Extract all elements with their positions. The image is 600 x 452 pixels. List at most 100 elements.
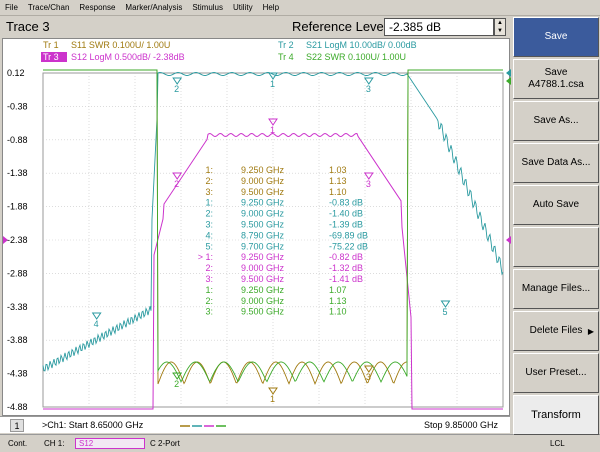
y-tick-label: -1.38 [7,168,28,178]
softkey-save-as[interactable]: Save As... [513,101,599,141]
menu-trace-chan[interactable]: Trace/Chan [27,2,70,12]
softkey-label: User Preset... [525,367,587,378]
marker-row-value: -1.41 dB [329,274,363,284]
marker-row-number: 1: [205,198,213,208]
reference-level-input[interactable]: -2.385 dB [384,18,494,36]
marker-row-number: 2: [205,176,213,186]
marker-row-frequency: 9.000 GHz [241,209,285,219]
marker-row-value: -75.22 dB [329,241,368,251]
marker-row-number: 2: [205,263,213,273]
menu-file[interactable]: File [5,2,18,12]
y-tick-label: -4.38 [7,369,28,379]
lcl-status: LCL [550,439,565,448]
softkey-manage-files[interactable]: Manage Files... [513,269,599,309]
spin-up-icon[interactable]: ▲ [497,20,503,26]
softkey-save[interactable]: Save [513,17,599,57]
marker-table: 1: 9.250 GHz 1.03 2: 9.000 GHz 1.13 3: 9.500 GH… [198,165,368,317]
spin-down-icon[interactable]: ▼ [497,28,503,34]
marker-icon [268,118,278,126]
marker-icon [172,77,183,85]
softkey-transform[interactable]: Transform [513,395,599,435]
softkey-label: Auto Save [532,199,580,210]
marker-row-value: -0.82 dB [329,252,363,262]
y-tick-label: -3.38 [7,302,28,312]
menu-stimulus[interactable]: Stimulus [192,2,224,12]
y-tick-label: -1.88 [7,202,28,212]
y-tick-label: -2.38 [7,235,28,245]
marker-number: 3 [366,372,371,382]
softkey-delete-files[interactable]: Delete Files ▶ [513,311,599,351]
y-tick-label: -4.88 [7,402,28,412]
trace-id-3: Tr 3 [43,52,59,62]
stop-frequency: Stop 9.85000 GHz [423,420,498,430]
cont-status: Cont. [8,439,28,448]
softkey-user-preset[interactable]: User Preset... [513,353,599,393]
marker-row-number: > 1: [198,252,213,262]
marker-icon [363,77,374,85]
y-tick-label: -0.88 [7,135,28,145]
series-s22-line [43,69,503,383]
menu-response[interactable]: Response [79,2,116,12]
channel-status-line: 1 >Ch1: Start 8.65000 GHz Stop 9.85000 G… [0,416,510,433]
marker-row-value: -1.39 dB [329,220,363,230]
softkey-sublabel: A4788.1.csa [528,79,584,90]
status-bar: Cont. CH 1: S12 C 2-Port LCL [0,434,600,451]
softkey-auto-save[interactable]: Auto Save [513,185,599,225]
reference-level-label: Reference Level [292,19,387,34]
marker-row-frequency: 9.250 GHz [241,198,285,208]
marker-row-frequency: 9.500 GHz [241,274,285,284]
active-sparam[interactable]: S12 [75,438,145,449]
port-config: C 2-Port [150,439,180,448]
title-bar: Trace 3 Reference Level -2.385 dB ▲ ▼ [0,16,510,38]
marker-number: 1 [270,125,275,135]
softkey-label: Manage Files... [521,283,591,294]
tr4-reference-icon [506,77,511,85]
softkey-label: Transform [531,409,581,421]
menu-help[interactable]: Help [262,2,280,12]
softkey-save-file[interactable]: Save A4788.1.csa [513,59,599,99]
softkey-label: Save [544,67,568,78]
trace-chart[interactable]: 1 2 3 4 5 1 2 3 1 2 3 0.12 -0.38 -0.88 -1.38 -1.88 -2.3… [2,38,511,416]
start-frequency: >Ch1: Start 8.65000 GHz [42,420,144,430]
chart-traces [42,69,504,410]
marker-row-number: 3: [205,220,213,230]
marker-row-value: 1.10 [329,307,347,317]
marker-row-number: 3: [205,187,213,197]
marker-row-frequency: 8.790 GHz [241,230,285,240]
softkey-save-data-as[interactable]: Save Data As... [513,143,599,183]
marker-row-frequency: 9.000 GHz [241,296,285,306]
marker-number: 5 [443,307,448,317]
menu-marker-analysis[interactable]: Marker/Analysis [125,2,183,12]
y-tick-label: -3.88 [7,335,28,345]
softkey-label: Save As... [533,115,579,126]
trace-legend-icon [180,425,226,427]
marker-row-number: 2: [205,296,213,306]
y-axis-tick-labels: 0.12 -0.38 -0.88 -1.38 -1.88 -2.38 -2.88 -3.38 -… [7,68,28,412]
marker-row-value: -69.89 dB [329,230,368,240]
trace-format-4: S22 SWR 0.100U/ 1.00U [306,52,406,62]
y-tick-label: -0.38 [7,101,28,111]
menu-utility[interactable]: Utility [233,2,253,12]
softkey-panel: Save Save A4788.1.csa Save As... Save Data A… [512,16,600,435]
trace-id-1: Tr 1 [43,40,59,50]
submenu-arrow-icon: ▶ [587,327,594,336]
marker-number: 3 [366,179,371,189]
marker-row-number: 1: [205,165,213,175]
marker-row-number: 3: [205,307,213,317]
reference-level-spinner[interactable]: ▲ ▼ [494,18,506,36]
marker-icon [363,172,374,180]
trace-format-1: S11 SWR 0.100U/ 1.00U [71,40,170,50]
marker-row-value: 1.03 [329,165,347,175]
softkey-label: Save Data As... [521,157,591,168]
marker-number: 4 [94,319,99,329]
trace-format-2: S21 LogM 10.00dB/ 0.00dB [306,40,417,50]
marker-number: 2 [174,179,179,189]
marker-row-frequency: 9.000 GHz [241,263,285,273]
softkey-blank[interactable] [513,227,599,267]
marker-row-value: 1.10 [329,187,347,197]
marker-number: 2 [174,84,179,94]
channel-number[interactable]: 1 [10,419,24,432]
softkey-label: Delete Files [529,325,583,336]
marker-row-value: 1.07 [329,285,347,295]
marker-row-value: -0.83 dB [329,198,363,208]
